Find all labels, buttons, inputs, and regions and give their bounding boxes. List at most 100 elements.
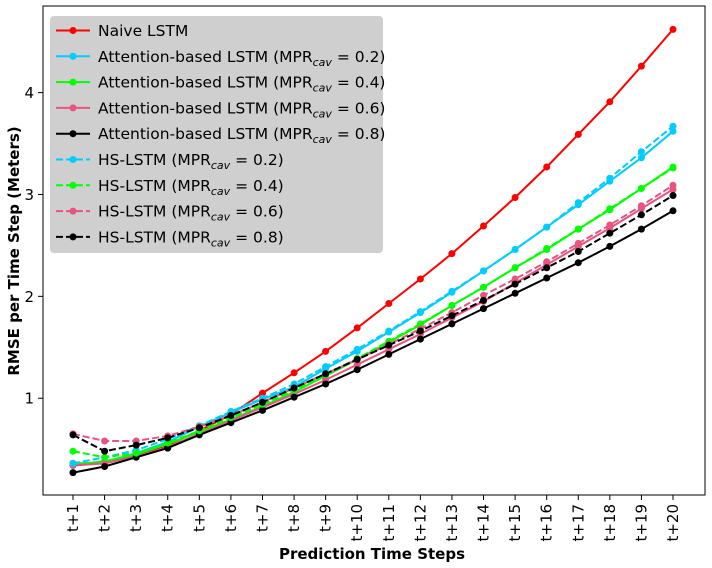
plot-series xyxy=(69,25,677,477)
legend-entry: HS-LSTM (MPRcav = 0.8) xyxy=(56,228,284,249)
data-point xyxy=(101,447,109,455)
series-line xyxy=(72,184,674,442)
legend-label: HS-LSTM (MPRcav = 0.8) xyxy=(98,228,284,249)
data-point xyxy=(480,305,487,313)
data-point xyxy=(480,222,487,230)
data-point xyxy=(511,264,519,272)
x-tick-label: t+13 xyxy=(443,504,461,542)
data-point xyxy=(259,398,266,406)
data-point xyxy=(353,361,361,369)
data-point xyxy=(637,225,645,233)
legend-label: HS-LSTM (MPRcav = 0.2) xyxy=(98,151,284,172)
x-tick-label: t+2 xyxy=(96,504,114,532)
data-point xyxy=(290,384,298,392)
legend-marker xyxy=(69,156,77,163)
data-point xyxy=(416,320,424,328)
x-tick-label: t+14 xyxy=(475,504,493,542)
data-point xyxy=(511,275,519,283)
data-point xyxy=(543,223,551,231)
legend-label: Attention-based LSTM (MPRcav = 0.4) xyxy=(98,74,385,95)
x-tick-label: t+19 xyxy=(632,504,650,542)
data-point xyxy=(637,211,645,219)
data-point xyxy=(543,274,551,282)
legend-entry: Attention-based LSTM (MPRcav = 0.2) xyxy=(56,48,385,69)
data-point xyxy=(543,163,551,171)
data-point xyxy=(322,347,330,355)
legend-entry: Naive LSTM xyxy=(56,22,188,40)
legend-label: HS-LSTM (MPRcav = 0.6) xyxy=(98,203,284,224)
x-tick-label: t+3 xyxy=(127,504,145,532)
data-point xyxy=(637,202,645,210)
data-point xyxy=(322,380,330,388)
data-point xyxy=(385,327,393,335)
data-point xyxy=(353,366,361,374)
data-point xyxy=(480,291,487,299)
data-point xyxy=(448,312,456,320)
data-point xyxy=(511,194,519,201)
data-point xyxy=(637,148,645,156)
x-tick-label: t+20 xyxy=(664,504,682,542)
data-point xyxy=(606,221,614,229)
legend-label: Attention-based LSTM (MPRcav = 0.6) xyxy=(98,99,385,120)
legend-label: Naive LSTM xyxy=(98,22,188,40)
x-tick-label: t+5 xyxy=(190,504,208,532)
data-point xyxy=(416,308,424,316)
legend-entry: Attention-based LSTM (MPRcav = 0.6) xyxy=(56,99,385,120)
data-point xyxy=(669,25,677,33)
plot-area xyxy=(42,5,706,496)
data-point xyxy=(164,439,172,447)
data-point xyxy=(416,327,424,335)
data-point xyxy=(574,225,582,233)
x-tick-label: t+4 xyxy=(159,504,177,532)
data-point xyxy=(511,246,519,253)
legend-marker xyxy=(69,207,77,215)
legend-label: Attention-based LSTM (MPRcav = 0.8) xyxy=(98,125,385,146)
data-point xyxy=(101,463,109,470)
data-point xyxy=(353,324,361,332)
data-point xyxy=(385,300,393,307)
data-point xyxy=(574,259,582,267)
data-point xyxy=(448,250,456,258)
data-point xyxy=(480,283,487,291)
legend-marker xyxy=(69,52,77,60)
y-tick-label: 3 xyxy=(24,186,34,204)
legend-entry: Attention-based LSTM (MPRcav = 0.4) xyxy=(56,74,385,95)
x-tick-label: t+8 xyxy=(285,504,303,532)
series-line xyxy=(72,130,674,466)
data-point xyxy=(448,320,456,328)
data-point xyxy=(574,130,582,138)
data-point xyxy=(353,356,361,363)
data-point xyxy=(416,275,424,283)
data-point xyxy=(448,302,456,309)
data-point xyxy=(543,264,551,272)
y-tick-label: 2 xyxy=(24,288,34,306)
data-point xyxy=(448,287,456,295)
data-point xyxy=(669,122,677,130)
data-point xyxy=(669,181,677,189)
data-point xyxy=(637,184,645,192)
x-tick-label: t+16 xyxy=(538,504,556,542)
data-point xyxy=(543,245,551,252)
data-point xyxy=(69,431,77,439)
data-point xyxy=(290,369,298,377)
data-point xyxy=(259,406,266,414)
y-axis-label: RMSE per Time Step (Meters) xyxy=(5,126,23,375)
data-point xyxy=(511,289,519,297)
data-point xyxy=(227,412,235,419)
series-9 xyxy=(69,192,677,455)
data-point xyxy=(606,229,614,237)
data-point xyxy=(574,239,582,247)
legend-marker xyxy=(69,181,77,189)
data-point xyxy=(669,207,677,215)
series-line xyxy=(72,167,674,459)
data-point xyxy=(132,441,140,449)
legend-marker xyxy=(69,27,77,34)
x-tick-label: t+18 xyxy=(601,504,619,542)
data-point xyxy=(101,453,109,461)
legend-label: HS-LSTM (MPRcav = 0.4) xyxy=(98,177,284,198)
x-tick-label: t+7 xyxy=(253,504,271,532)
legend-box xyxy=(50,16,383,253)
data-point xyxy=(606,98,614,106)
data-point xyxy=(259,389,266,397)
data-point xyxy=(669,192,677,199)
